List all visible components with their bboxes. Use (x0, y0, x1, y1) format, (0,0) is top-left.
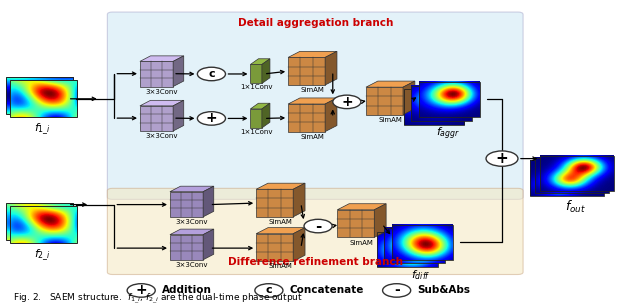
Text: SimAM: SimAM (268, 263, 292, 270)
Text: $f_{diff}$: $f_{diff}$ (411, 268, 431, 282)
Text: SimAM: SimAM (268, 219, 292, 225)
Polygon shape (203, 186, 214, 217)
Polygon shape (170, 235, 203, 260)
Text: Addition: Addition (163, 286, 212, 295)
Text: 3×3Conv: 3×3Conv (145, 133, 178, 140)
Text: c: c (208, 69, 215, 79)
Text: Difference refinement branch: Difference refinement branch (228, 257, 403, 267)
Bar (535, 158, 609, 193)
Polygon shape (366, 87, 403, 115)
Polygon shape (256, 189, 293, 217)
Text: +: + (341, 95, 353, 109)
Text: SimAM: SimAM (349, 240, 374, 245)
Text: -: - (315, 219, 321, 233)
Text: 1×1Conv: 1×1Conv (240, 84, 273, 91)
Bar (404, 89, 465, 124)
Polygon shape (337, 210, 374, 237)
Polygon shape (140, 56, 184, 61)
Text: +: + (205, 111, 217, 125)
Polygon shape (256, 228, 305, 234)
Text: 3×3Conv: 3×3Conv (175, 262, 208, 268)
Polygon shape (173, 100, 184, 131)
Text: SimAM: SimAM (300, 134, 324, 140)
Polygon shape (293, 228, 305, 261)
Circle shape (304, 219, 332, 233)
Polygon shape (256, 234, 293, 261)
Polygon shape (250, 64, 262, 83)
Bar (6, 203, 73, 240)
Text: $f_{1\_i}$: $f_{1\_i}$ (34, 122, 51, 137)
Polygon shape (203, 229, 214, 260)
Bar (392, 225, 453, 260)
Circle shape (127, 284, 156, 297)
Bar (10, 80, 77, 117)
Polygon shape (288, 98, 337, 104)
Circle shape (333, 95, 361, 109)
Polygon shape (325, 98, 337, 132)
Text: -: - (394, 283, 399, 298)
FancyBboxPatch shape (108, 188, 523, 274)
FancyBboxPatch shape (108, 12, 523, 199)
Polygon shape (262, 103, 270, 128)
Polygon shape (403, 81, 415, 115)
Text: Fig. 2.   SAEM structure.  $f_{1\_i}$, $f_{2\_i}$ are the dual-time phase output: Fig. 2. SAEM structure. $f_{1\_i}$, $f_{… (13, 291, 303, 306)
Polygon shape (374, 204, 386, 237)
Polygon shape (170, 186, 214, 192)
Text: Concatenate: Concatenate (290, 286, 364, 295)
Bar (6, 77, 73, 114)
Text: 3×3Conv: 3×3Conv (145, 89, 178, 95)
Polygon shape (288, 104, 325, 132)
Polygon shape (288, 51, 337, 57)
Bar (377, 232, 438, 267)
Polygon shape (256, 183, 305, 189)
Text: 3×3Conv: 3×3Conv (175, 219, 208, 225)
Polygon shape (366, 81, 415, 87)
Bar (10, 206, 77, 243)
Circle shape (255, 284, 283, 297)
Bar (412, 86, 472, 121)
Text: +: + (136, 283, 147, 298)
Text: $f_{2\_i}$: $f_{2\_i}$ (34, 248, 51, 263)
Bar (385, 228, 445, 263)
Circle shape (383, 284, 411, 297)
Text: Sub&Abs: Sub&Abs (418, 286, 470, 295)
Polygon shape (250, 59, 270, 64)
Polygon shape (140, 61, 173, 87)
Text: $f_{out}$: $f_{out}$ (565, 198, 586, 215)
Polygon shape (325, 51, 337, 85)
Polygon shape (293, 183, 305, 217)
Polygon shape (170, 192, 203, 217)
Text: Detail aggregation branch: Detail aggregation branch (237, 18, 393, 27)
Polygon shape (140, 106, 173, 131)
Polygon shape (173, 56, 184, 87)
Text: +: + (495, 151, 508, 166)
Polygon shape (140, 100, 184, 106)
Polygon shape (262, 59, 270, 83)
Bar (530, 160, 604, 196)
Polygon shape (288, 57, 325, 85)
Text: SimAM: SimAM (378, 117, 402, 123)
Text: c: c (266, 286, 272, 295)
Text: 1×1Conv: 1×1Conv (240, 129, 273, 135)
Bar (540, 156, 614, 191)
Polygon shape (250, 109, 262, 128)
Circle shape (197, 67, 225, 81)
Polygon shape (170, 229, 214, 235)
Circle shape (197, 112, 225, 125)
Text: SimAM: SimAM (300, 87, 324, 93)
Text: $f_{aggr}$: $f_{aggr}$ (436, 125, 460, 142)
Circle shape (486, 151, 518, 166)
Bar (419, 82, 479, 117)
Polygon shape (337, 204, 386, 210)
Polygon shape (250, 103, 270, 109)
